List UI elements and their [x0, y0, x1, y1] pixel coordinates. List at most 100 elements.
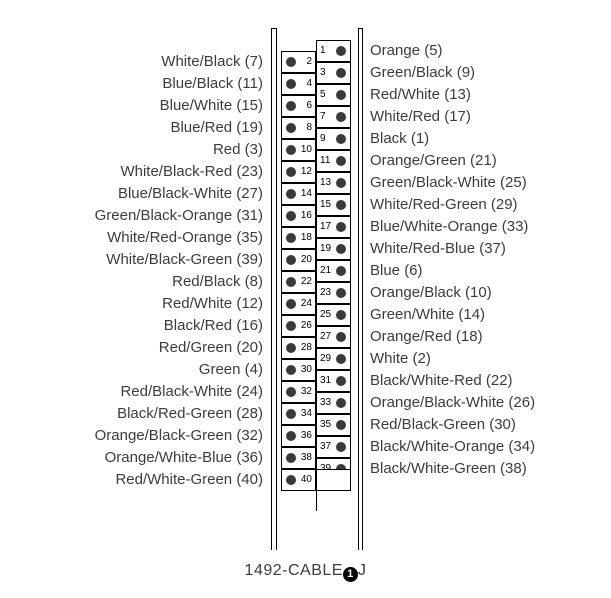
pin-dot [286, 233, 296, 243]
pin-label-right: Green/White (14) [370, 304, 485, 326]
pin-dot [336, 376, 346, 386]
pin-dot [336, 354, 346, 364]
pin-dot [336, 68, 346, 78]
pin-dot [336, 310, 346, 320]
pin-dot [336, 266, 346, 276]
pin-label-left: Orange/Black-Green (32) [95, 425, 263, 447]
pin-label-right: Red/White (13) [370, 84, 471, 106]
pin-cell-left: 2 [281, 51, 316, 73]
pin-number: 16 [301, 210, 312, 221]
pin-cell-left: 26 [281, 315, 316, 337]
pin-label-left: Red (3) [213, 139, 263, 161]
pin-number: 38 [301, 452, 312, 463]
pin-number: 3 [320, 67, 326, 78]
pin-cell-right: 5 [316, 84, 351, 106]
pin-number: 18 [301, 232, 312, 243]
pin-cell-left: 28 [281, 337, 316, 359]
pin-number: 19 [320, 243, 331, 254]
pin-dot [286, 57, 296, 67]
pin-label-right: Black (1) [370, 128, 429, 150]
pin-label-right: White/Red-Green (29) [370, 194, 518, 216]
pin-label-right: White/Red-Blue (37) [370, 238, 506, 260]
pin-dot [336, 442, 346, 452]
pin-number: 13 [320, 177, 331, 188]
pin-label-right: Blue/White-Orange (33) [370, 216, 528, 238]
blank-cell [316, 469, 351, 491]
pin-cell-left: 32 [281, 381, 316, 403]
pin-dot [336, 90, 346, 100]
pin-dot [286, 453, 296, 463]
pin-number: 24 [301, 298, 312, 309]
pin-dot [286, 365, 296, 375]
pin-dot [286, 299, 296, 309]
pin-dot [336, 178, 346, 188]
pin-number: 36 [301, 430, 312, 441]
pin-number: 35 [320, 419, 331, 430]
pin-cell-left: 12 [281, 161, 316, 183]
pin-number: 8 [306, 122, 312, 133]
pin-label-right: Black/White-Red (22) [370, 370, 513, 392]
pin-cell-left: 36 [281, 425, 316, 447]
pin-dot [286, 387, 296, 397]
pin-dot [286, 343, 296, 353]
pin-label-left: White/Black (7) [161, 51, 263, 73]
pin-label-right: Green/Black (9) [370, 62, 475, 84]
pin-label-left: Red/White-Green (40) [115, 469, 263, 491]
pin-number: 29 [320, 353, 331, 364]
pin-cell-right: 7 [316, 106, 351, 128]
pin-label-right: Red/Black-Green (30) [370, 414, 516, 436]
pin-label-left: Red/Green (20) [159, 337, 263, 359]
pin-number: 15 [320, 199, 331, 210]
pin-cell-left: 18 [281, 227, 316, 249]
pin-label-right: Blue (6) [370, 260, 423, 282]
pin-label-left: Green (4) [199, 359, 263, 381]
pin-dot [336, 156, 346, 166]
pin-cell-left: 8 [281, 117, 316, 139]
pin-label-right: Black/White-Green (38) [370, 458, 527, 480]
pin-number: 6 [306, 100, 312, 111]
part-prefix: 1492-CABLE [245, 562, 343, 579]
pin-cell-left: 16 [281, 205, 316, 227]
pin-dot [336, 222, 346, 232]
pin-dot [336, 134, 346, 144]
pin-label-right: Orange/Red (18) [370, 326, 483, 348]
pin-cell-right: 31 [316, 370, 351, 392]
pin-cell-left: 24 [281, 293, 316, 315]
pin-cell-right: 33 [316, 392, 351, 414]
pin-cell-left: 40 [281, 469, 316, 491]
pin-number: 5 [320, 89, 326, 100]
pin-dot [336, 420, 346, 430]
pin-cell-left: 34 [281, 403, 316, 425]
pin-cell-right: 17 [316, 216, 351, 238]
part-number: 1492-CABLE1J [0, 562, 611, 582]
pin-dot [336, 112, 346, 122]
pin-number: 37 [320, 441, 331, 452]
pin-label-left: Black/Red-Green (28) [117, 403, 263, 425]
part-suffix: J [358, 562, 367, 579]
pin-label-right: Green/Black-White (25) [370, 172, 527, 194]
pin-dot [336, 332, 346, 342]
pin-label-right: Orange/Green (21) [370, 150, 497, 172]
pin-label-left: Blue/Red (19) [170, 117, 263, 139]
pin-dot [286, 101, 296, 111]
pin-number: 4 [306, 78, 312, 89]
pin-label-left: White/Red-Orange (35) [107, 227, 263, 249]
pin-number: 27 [320, 331, 331, 342]
pin-dot [286, 321, 296, 331]
pin-cell-right: 1 [316, 40, 351, 62]
pin-label-left: Blue/Black-White (27) [118, 183, 263, 205]
pin-cell-right: 21 [316, 260, 351, 282]
pin-label-left: Blue/White (15) [160, 95, 263, 117]
pin-number: 10 [301, 144, 312, 155]
pin-number: 12 [301, 166, 312, 177]
pin-label-right: Black/White-Orange (34) [370, 436, 535, 458]
pin-dot [336, 288, 346, 298]
pin-number: 21 [320, 265, 331, 276]
pin-dot [286, 475, 296, 485]
pin-label-left: Red/Black (8) [172, 271, 263, 293]
pin-number: 32 [301, 386, 312, 397]
pin-number: 20 [301, 254, 312, 265]
pin-number: 30 [301, 364, 312, 375]
pin-label-left: Green/Black-Orange (31) [95, 205, 263, 227]
footnote-bullet: 1 [343, 567, 358, 582]
